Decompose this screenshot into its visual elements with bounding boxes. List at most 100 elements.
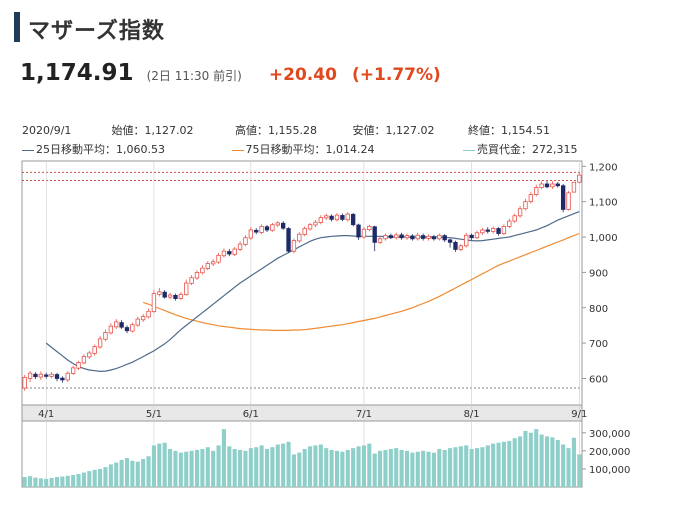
candle-body <box>490 228 496 232</box>
turnover-swatch <box>463 149 475 151</box>
volume-bar <box>523 430 528 487</box>
volume-bar <box>464 445 469 487</box>
volume-bar <box>168 449 173 487</box>
volume-bar <box>378 450 383 487</box>
volume-bar <box>372 453 377 487</box>
candle-body <box>350 213 356 226</box>
candle-body <box>571 181 577 193</box>
volume-bar <box>71 475 76 487</box>
volume-bar <box>135 461 140 487</box>
candle-body <box>162 291 167 298</box>
candle-body <box>372 226 377 243</box>
stat-close: 終値：1,154.51 <box>468 124 550 137</box>
price-tick-label: 900 <box>589 268 608 279</box>
volume-bar <box>98 468 103 487</box>
volume-bar <box>297 452 302 487</box>
volume-bar <box>410 452 415 487</box>
volume-bar <box>491 443 496 487</box>
volume-bar <box>44 478 49 487</box>
volume-bar <box>76 473 81 487</box>
volume-bar <box>173 450 178 487</box>
candle-body <box>544 183 550 188</box>
volume-tick-label: 300,000 <box>589 429 630 440</box>
volume-bar <box>141 458 146 487</box>
quote-time: (2日 11:30 前引) <box>146 69 242 83</box>
candle-body <box>254 229 259 233</box>
candle-body <box>458 245 464 250</box>
candle-body <box>227 251 232 255</box>
candle-body <box>151 293 157 313</box>
stat-low: 安値：1,127.02 <box>352 124 435 137</box>
candle-body <box>442 235 447 241</box>
volume-bar <box>555 439 560 487</box>
candle-body <box>345 213 350 221</box>
candle-body <box>216 255 221 263</box>
volume-bar <box>22 477 27 487</box>
price-tick-label: 1,000 <box>589 233 618 244</box>
candle-body <box>140 316 146 321</box>
candle-body <box>60 377 65 381</box>
candle-body <box>496 228 501 234</box>
candle-body <box>415 234 420 240</box>
candle-body <box>437 234 442 240</box>
ma75-swatch <box>231 149 244 151</box>
volume-bar <box>469 449 474 487</box>
candle-body <box>130 324 135 332</box>
volume-bar <box>87 471 92 487</box>
legend-ma25: 25日移動平均：1,060.53 <box>22 141 228 157</box>
candle-body <box>480 229 485 234</box>
volume-bar <box>340 451 345 487</box>
candle-body <box>555 183 560 187</box>
candle-body <box>178 293 184 299</box>
volume-bar <box>254 447 259 487</box>
volume-bar <box>291 454 296 487</box>
volume-bar <box>92 469 97 487</box>
candle-body <box>367 226 372 231</box>
volume-bar <box>151 445 156 487</box>
volume-bar <box>49 477 54 487</box>
volume-bar <box>38 478 43 487</box>
volume-bar <box>324 448 329 487</box>
volume-bar <box>189 450 194 487</box>
volume-bar <box>356 446 361 487</box>
volume-bar <box>480 447 485 487</box>
volume-bar <box>313 445 318 487</box>
volume-bar <box>281 443 286 487</box>
candle-body <box>173 294 178 299</box>
volume-bar <box>351 448 356 487</box>
candle-body <box>259 226 264 233</box>
volume-bar <box>308 446 313 487</box>
volume-bar <box>394 448 399 487</box>
volume-bar <box>437 449 442 487</box>
volume-bar <box>178 452 183 487</box>
volume-bar <box>275 444 280 487</box>
volume-bar <box>458 446 463 487</box>
volume-bar <box>216 445 221 487</box>
volume-bar <box>119 459 124 487</box>
stat-high: 高値：1,155.28 <box>235 124 317 137</box>
ma75-line <box>143 232 580 331</box>
candle-body <box>194 271 200 279</box>
candle-body <box>356 224 361 238</box>
volume-bar <box>544 436 550 487</box>
volume-bar <box>345 449 350 487</box>
candle-body <box>92 346 97 354</box>
candle-body <box>221 250 227 257</box>
date-tick-label: 8/1 <box>464 409 480 420</box>
volume-bar <box>474 448 480 487</box>
candle-body <box>49 373 54 377</box>
volume-bar <box>334 450 340 487</box>
volume-bar <box>453 447 458 487</box>
volume-bar <box>184 451 189 487</box>
volume-bar <box>286 441 291 487</box>
volume-bar <box>518 436 523 487</box>
volume-bar <box>388 449 393 487</box>
candle-body <box>157 291 162 295</box>
volume-bar <box>103 467 108 487</box>
candle-body <box>108 325 114 334</box>
candle-body <box>87 352 92 358</box>
candle-body <box>318 217 324 223</box>
candle-body <box>447 239 453 243</box>
volume-bar <box>130 460 135 487</box>
